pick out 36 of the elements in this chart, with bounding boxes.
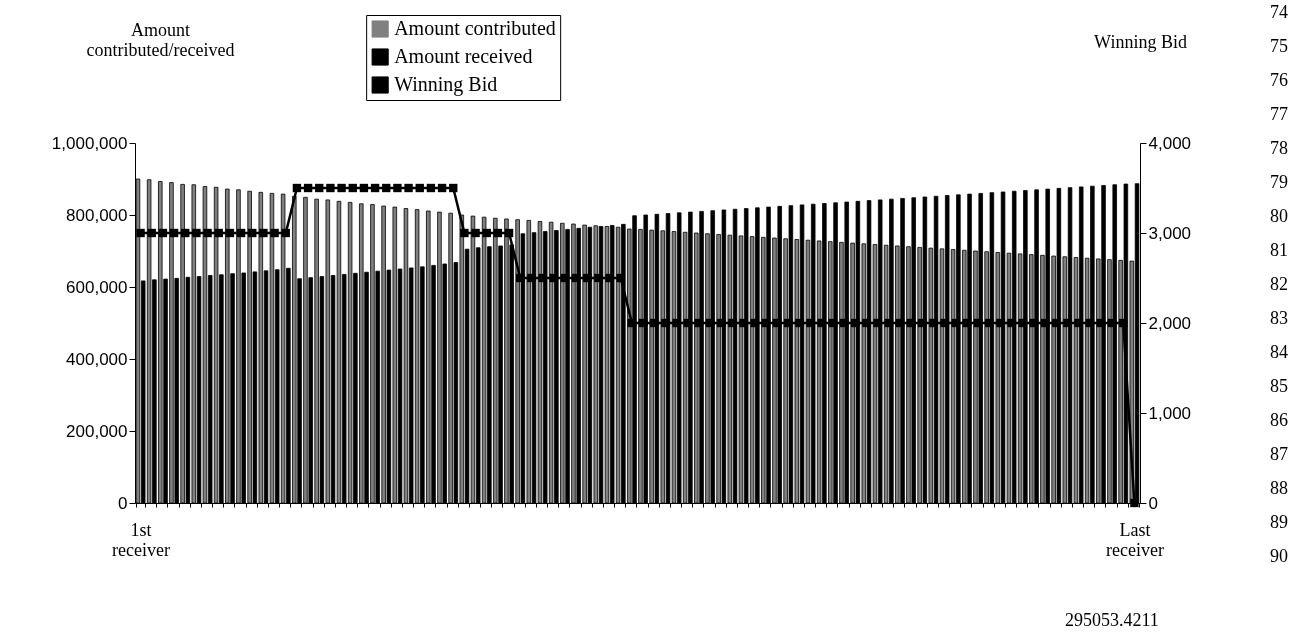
y-tick-label: 600,000	[66, 277, 128, 297]
y2-axis-title: Winning Bid	[1094, 31, 1187, 52]
y-tick-label: 200,000	[66, 421, 128, 441]
y2-tick-label: 2,000	[1148, 313, 1192, 333]
legend-label: Winning Bid	[394, 73, 498, 96]
text: 83	[1270, 308, 1288, 329]
text: 88	[1270, 478, 1288, 499]
text: 86	[1270, 410, 1288, 431]
y-axis-title: Amount contributed/received	[86, 19, 235, 60]
text: 87	[1270, 444, 1288, 465]
text: 79	[1270, 172, 1288, 193]
text: 82	[1270, 274, 1288, 295]
text: 78	[1270, 138, 1288, 159]
text: 76	[1270, 70, 1288, 91]
y-tick-label: 800,000	[66, 205, 128, 225]
text: 75	[1270, 36, 1288, 57]
text: 90	[1270, 546, 1288, 567]
text: 295053.4211	[1065, 610, 1159, 631]
text: 77	[1270, 104, 1288, 125]
y2-tick-label: 1,000	[1148, 403, 1192, 423]
y2-tick-label: 0	[1148, 493, 1158, 513]
y2-tick-label: 4,000	[1148, 133, 1192, 153]
x-tick-label: Last receiver	[1105, 519, 1164, 560]
text: 89	[1270, 512, 1288, 533]
text: 80	[1270, 206, 1288, 227]
text: 85	[1270, 376, 1288, 397]
y-tick-label: 0	[118, 493, 128, 513]
text: 81	[1270, 240, 1288, 261]
x-tick-label: 1st receiver	[112, 519, 171, 560]
legend-label: Amount received	[394, 45, 533, 67]
legend-label: Amount contributed	[394, 17, 556, 39]
y-tick-label: 400,000	[66, 349, 128, 369]
text: 84	[1270, 342, 1288, 363]
text: 74	[1270, 2, 1288, 23]
y2-tick-label: 3,000	[1148, 223, 1192, 243]
y-tick-label: 1,000,000	[51, 133, 128, 153]
